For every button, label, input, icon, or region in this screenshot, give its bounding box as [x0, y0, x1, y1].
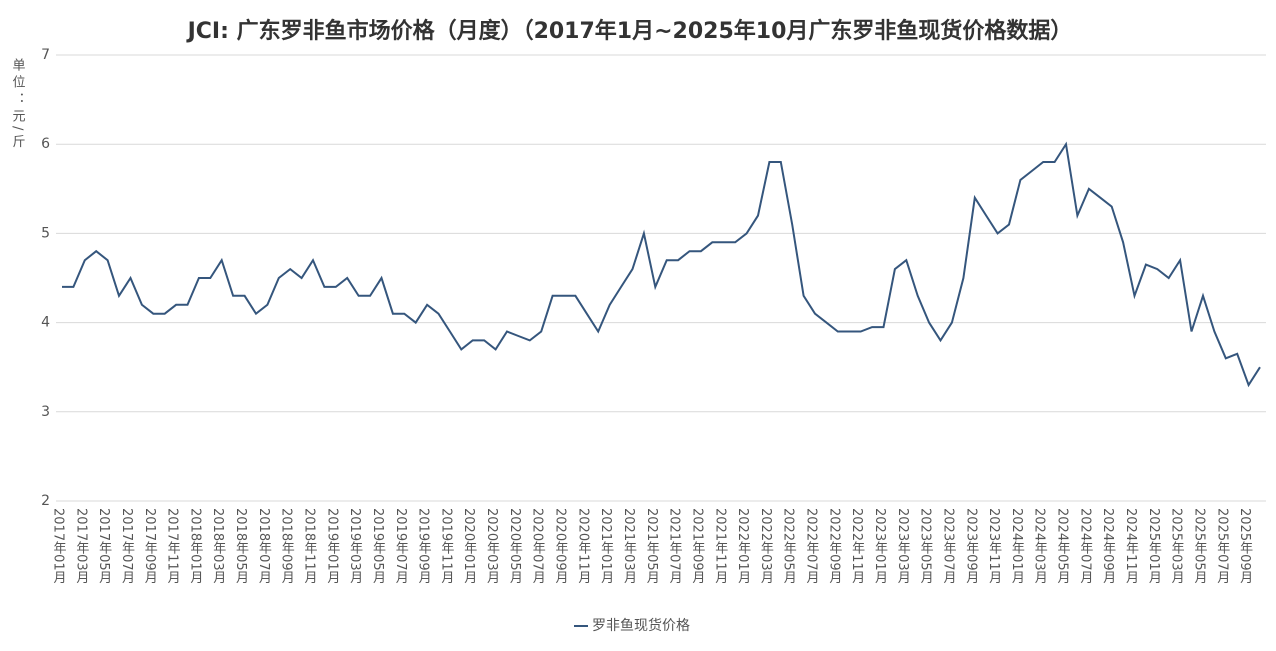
x-tick-label: 2023年09月 [963, 508, 979, 585]
x-tick-label: 2019年09月 [416, 508, 432, 585]
y-axis-label: 单位：元/斤 [10, 58, 26, 151]
x-tick-label: 2017年01月 [51, 508, 67, 585]
x-tick-label: 2019年05月 [370, 508, 386, 585]
x-tick-label: 2022年01月 [735, 508, 751, 585]
x-tick-label: 2025年05月 [1191, 508, 1207, 585]
x-tick-label: 2023年01月 [872, 508, 888, 585]
x-tick-label: 2022年11月 [849, 508, 865, 585]
x-tick-label: 2018年09月 [279, 508, 295, 585]
x-tick-label: 2023年07月 [940, 508, 956, 585]
x-tick-label: 2018年07月 [256, 508, 272, 585]
x-tick-label: 2017年07月 [119, 508, 135, 585]
x-tick-label: 2024年01月 [1009, 508, 1025, 585]
x-tick-label: 2017年11月 [165, 508, 181, 585]
x-tick-label: 2018年11月 [302, 508, 318, 585]
x-tick-label: 2024年09月 [1100, 508, 1116, 585]
x-tick-label: 2020年03月 [484, 508, 500, 585]
x-tick-label: 2017年05月 [96, 508, 112, 585]
x-tick-label: 2022年05月 [781, 508, 797, 585]
x-tick-label: 2023年11月 [986, 508, 1002, 585]
x-tick-label: 2022年09月 [826, 508, 842, 585]
x-tick-label: 2019年11月 [438, 508, 454, 585]
x-tick-label: 2021年09月 [689, 508, 705, 585]
x-tick-label: 2022年07月 [804, 508, 820, 585]
x-tick-label: 2025年07月 [1214, 508, 1230, 585]
y-tick-label: 5 [41, 225, 50, 241]
x-tick-label: 2024年03月 [1032, 508, 1048, 585]
x-tick-label: 2020年09月 [553, 508, 569, 585]
y-tick-label: 3 [41, 404, 50, 420]
x-tick-label: 2023年05月 [918, 508, 934, 585]
x-tick-label: 2021年03月 [621, 508, 637, 585]
x-tick-label: 2017年09月 [142, 508, 158, 585]
x-tick-label: 2018年05月 [233, 508, 249, 585]
x-tick-label: 2024年05月 [1055, 508, 1071, 585]
x-tick-label: 2020年01月 [461, 508, 477, 585]
x-tick-label: 2025年09月 [1237, 508, 1253, 585]
y-tick-label: 7 [41, 47, 50, 63]
x-tick-label: 2025年01月 [1146, 508, 1162, 585]
x-tick-label: 2020年07月 [530, 508, 546, 585]
data-line [62, 141, 1261, 388]
x-tick-label: 2025年03月 [1169, 508, 1185, 585]
x-tick-label: 2023年03月 [895, 508, 911, 585]
x-tick-label: 2019年01月 [324, 508, 340, 585]
x-tick-label: 2019年07月 [393, 508, 409, 585]
chart-title: JCI: 广东罗非鱼市场价格（月度）（2017年1月~2025年10月广东罗非鱼… [186, 18, 1073, 44]
x-tick-label: 2018年01月 [187, 508, 203, 585]
x-tick-label: 2024年07月 [1077, 508, 1093, 585]
y-tick-label: 4 [41, 315, 50, 331]
y-tick-label: 6 [41, 136, 50, 152]
legend-label: 罗非鱼现货价格 [592, 617, 690, 634]
x-tick-label: 2021年01月 [598, 508, 614, 585]
x-tick-label: 2020年05月 [507, 508, 523, 585]
x-tick-label: 2017年03月 [73, 508, 89, 585]
x-tick-label: 2018年03月 [210, 508, 226, 585]
x-tick-label: 2019年03月 [347, 508, 363, 585]
x-tick-label: 2020年11月 [575, 508, 591, 585]
x-tick-label: 2021年11月 [712, 508, 728, 585]
x-tick-label: 2021年07月 [667, 508, 683, 585]
x-tick-label: 2021年05月 [644, 508, 660, 585]
y-tick-label: 2 [41, 493, 50, 509]
x-tick-label: 2024年11月 [1123, 508, 1139, 585]
x-tick-label: 2022年03月 [758, 508, 774, 585]
